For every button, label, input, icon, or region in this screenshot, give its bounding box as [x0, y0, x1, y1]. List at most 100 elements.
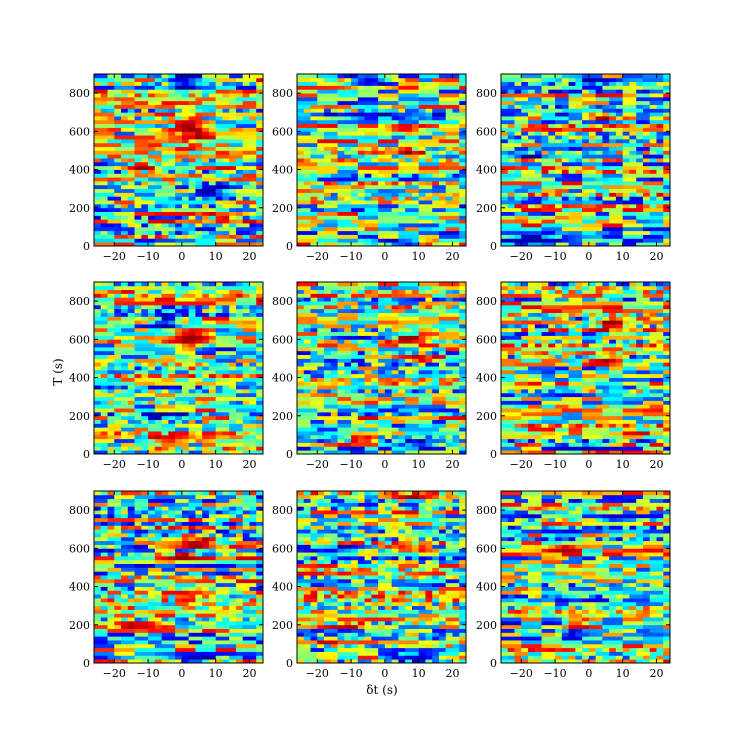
heatmap-cell: [100, 350, 108, 356]
heatmap-cell: [175, 146, 183, 151]
heatmap-cell: [521, 188, 529, 193]
heatmap-cell: [555, 116, 563, 121]
heatmap-cell: [337, 108, 345, 113]
heatmap-cell: [384, 181, 393, 186]
heatmap-cell: [663, 165, 670, 170]
heatmap-cell: [622, 138, 630, 144]
heatmap-cell: [528, 74, 536, 79]
heatmap-cell: [303, 165, 311, 170]
heatmap-cell: [208, 96, 217, 102]
heatmap-cell: [297, 196, 305, 201]
heatmap-cell: [330, 431, 338, 436]
heatmap-cell: [107, 116, 115, 121]
heatmap-cell: [622, 146, 630, 151]
heatmap-cell: [432, 85, 440, 90]
heatmap-cell: [636, 234, 644, 239]
heatmap-cell: [249, 196, 257, 201]
heatmap-cell: [528, 123, 536, 128]
heatmap-cell: [588, 93, 597, 98]
heatmap-cell: [175, 301, 183, 306]
heatmap-cell: [222, 169, 230, 174]
heatmap-cell: [229, 226, 237, 232]
heatmap-cell: [303, 112, 311, 117]
heatmap-cell: [215, 203, 223, 209]
heatmap-cell: [114, 346, 122, 352]
heatmap-cell: [337, 408, 345, 413]
heatmap-cell: [141, 373, 149, 378]
heatmap-cell: [175, 108, 183, 113]
heatmap-cell: [663, 135, 670, 140]
heatmap-cell: [371, 196, 379, 201]
heatmap-cell: [215, 301, 223, 306]
heatmap-cell: [114, 285, 122, 291]
heatmap-cell: [235, 377, 244, 382]
heatmap-cell: [215, 112, 223, 117]
heatmap-cell: [256, 354, 263, 359]
heatmap-cell: [256, 450, 263, 454]
heatmap-cell: [344, 169, 352, 174]
heatmap-cell: [541, 188, 549, 193]
heatmap-cell: [242, 230, 250, 235]
heatmap-cell: [148, 385, 156, 390]
heatmap-cell: [561, 211, 569, 216]
heatmap-cell: [371, 219, 379, 224]
heatmap-cell: [141, 419, 149, 424]
heatmap-cell: [175, 282, 183, 287]
heatmap-cell: [134, 234, 142, 239]
heatmap-cell: [249, 350, 257, 356]
heatmap-cell: [507, 234, 515, 239]
heatmap-cell: [235, 203, 244, 209]
heatmap-cell: [459, 192, 466, 197]
heatmap-cell: [452, 242, 460, 246]
heatmap-cell: [175, 389, 183, 394]
heatmap-cell: [242, 335, 250, 340]
heatmap-cell: [452, 415, 460, 420]
heatmap-cell: [384, 411, 393, 417]
heatmap-cell: [459, 85, 466, 90]
heatmap-cell: [317, 146, 325, 151]
heatmap-cell: [107, 112, 115, 117]
heatmap-cell: [100, 127, 108, 132]
heatmap-cell: [384, 161, 393, 167]
heatmap-cell: [384, 165, 393, 170]
heatmap-cell: [303, 116, 311, 121]
heatmap-cell: [501, 211, 509, 216]
heatmap-cell: [425, 146, 433, 151]
heatmap-cell: [256, 400, 263, 405]
heatmap-cell: [425, 215, 433, 220]
heatmap-cell: [127, 339, 135, 344]
heatmap-cell: [297, 112, 305, 117]
heatmap-cell: [195, 96, 203, 102]
heatmap-cell: [303, 242, 311, 246]
heatmap-cell: [663, 169, 670, 174]
heatmap-cell: [575, 238, 583, 243]
heatmap-cell: [330, 408, 338, 413]
heatmap-cell: [181, 89, 190, 94]
heatmap-cell: [663, 223, 670, 228]
heatmap-cell: [501, 219, 509, 224]
heatmap-cell: [344, 150, 352, 155]
heatmap-cell: [154, 293, 162, 298]
heatmap-cell: [222, 301, 230, 306]
heatmap-cell: [507, 146, 515, 151]
heatmap-cell: [202, 215, 210, 220]
heatmap-cell: [94, 320, 102, 325]
heatmap-cell: [175, 411, 183, 417]
heatmap-cell: [337, 396, 345, 401]
heatmap-cell: [154, 100, 162, 105]
heatmap-cell: [364, 154, 372, 159]
heatmap-cell: [445, 442, 453, 447]
heatmap-cell: [425, 165, 433, 170]
heatmap-cell: [501, 173, 509, 178]
heatmap-cell: [215, 207, 223, 212]
heatmap-cell: [175, 81, 183, 86]
heatmap-cell: [310, 223, 318, 228]
heatmap-cell: [141, 297, 149, 302]
heatmap-cell: [595, 108, 603, 113]
heatmap-cell: [154, 161, 162, 167]
heatmap-cell: [405, 89, 413, 94]
heatmap-cell: [121, 301, 129, 306]
heatmap-cell: [642, 138, 651, 144]
heatmap-cell: [324, 173, 332, 178]
heatmap-cell: [181, 100, 190, 105]
